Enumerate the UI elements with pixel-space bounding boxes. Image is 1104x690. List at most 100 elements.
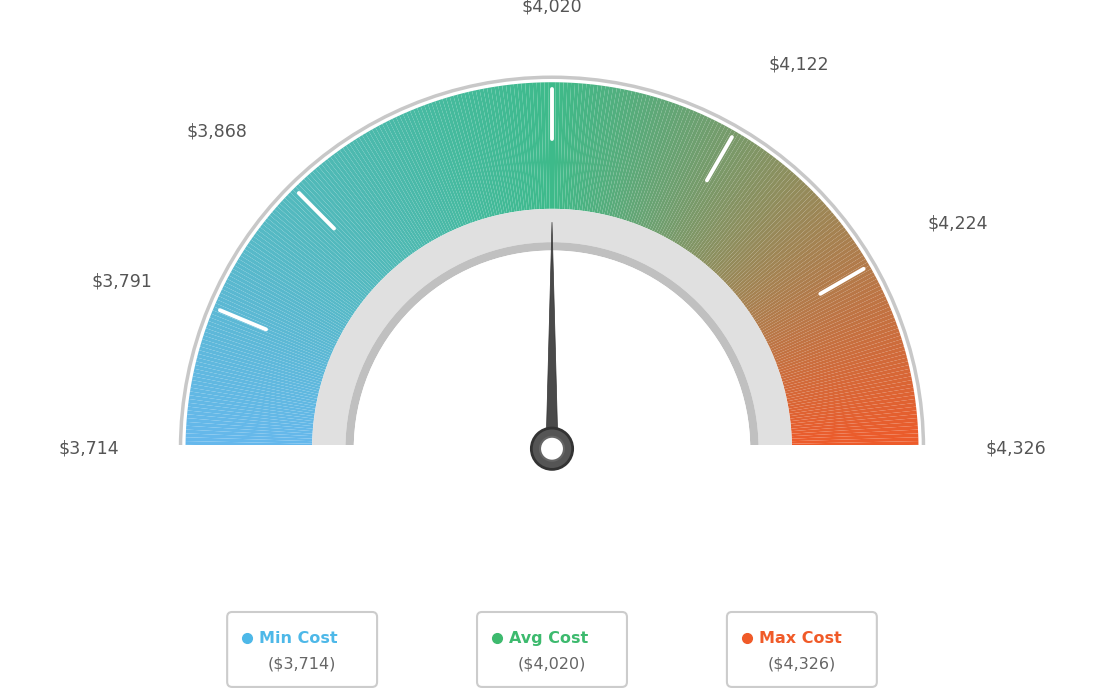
Wedge shape [763, 275, 877, 337]
Wedge shape [330, 155, 408, 257]
Wedge shape [257, 227, 361, 306]
Wedge shape [219, 293, 335, 349]
Wedge shape [675, 133, 742, 244]
Wedge shape [199, 346, 321, 384]
Wedge shape [707, 169, 792, 267]
Wedge shape [382, 122, 443, 236]
Wedge shape [746, 233, 851, 310]
Wedge shape [190, 388, 316, 411]
Wedge shape [279, 201, 375, 288]
Wedge shape [766, 282, 880, 342]
Wedge shape [679, 137, 749, 246]
Wedge shape [476, 90, 505, 214]
Wedge shape [438, 99, 480, 221]
Wedge shape [197, 354, 320, 389]
Wedge shape [222, 286, 337, 344]
Wedge shape [185, 430, 312, 439]
Wedge shape [670, 130, 735, 241]
Wedge shape [792, 426, 919, 436]
Wedge shape [201, 339, 323, 380]
Wedge shape [552, 82, 555, 209]
Wedge shape [577, 84, 594, 210]
Wedge shape [312, 209, 792, 448]
Text: $4,326: $4,326 [985, 440, 1045, 457]
Wedge shape [792, 441, 919, 446]
Wedge shape [638, 106, 687, 226]
Text: ($4,326): ($4,326) [767, 656, 836, 671]
Wedge shape [720, 187, 811, 279]
Wedge shape [725, 195, 819, 284]
Wedge shape [762, 272, 875, 335]
Wedge shape [211, 310, 330, 360]
Wedge shape [435, 100, 478, 221]
Wedge shape [484, 88, 510, 213]
Wedge shape [792, 445, 919, 448]
Wedge shape [787, 373, 911, 402]
FancyBboxPatch shape [477, 612, 627, 687]
Wedge shape [400, 114, 455, 230]
Wedge shape [651, 115, 708, 232]
Wedge shape [346, 242, 758, 448]
Wedge shape [744, 230, 849, 308]
Wedge shape [307, 174, 393, 270]
Wedge shape [776, 317, 895, 365]
FancyBboxPatch shape [726, 612, 877, 687]
Wedge shape [768, 289, 883, 346]
Wedge shape [630, 103, 676, 223]
Wedge shape [792, 433, 919, 441]
Wedge shape [677, 135, 745, 245]
Wedge shape [385, 121, 445, 235]
Wedge shape [375, 126, 438, 239]
Text: Min Cost: Min Cost [258, 631, 338, 646]
Wedge shape [529, 83, 540, 209]
Wedge shape [227, 275, 341, 337]
Wedge shape [570, 83, 583, 210]
Wedge shape [787, 376, 912, 404]
Wedge shape [709, 171, 795, 269]
Wedge shape [468, 91, 500, 215]
Wedge shape [590, 87, 613, 213]
Wedge shape [193, 368, 318, 399]
Wedge shape [723, 193, 817, 283]
Wedge shape [296, 184, 386, 277]
Wedge shape [318, 164, 401, 264]
Wedge shape [711, 174, 797, 270]
Wedge shape [246, 243, 353, 316]
Wedge shape [587, 86, 609, 212]
Wedge shape [185, 441, 312, 446]
Text: ($4,020): ($4,020) [518, 656, 586, 671]
Wedge shape [189, 399, 315, 419]
Wedge shape [248, 239, 355, 314]
Wedge shape [594, 88, 620, 213]
Wedge shape [369, 130, 434, 241]
Wedge shape [747, 237, 853, 312]
Wedge shape [696, 155, 774, 257]
Wedge shape [752, 246, 859, 318]
Wedge shape [191, 380, 317, 406]
Wedge shape [321, 161, 403, 262]
Wedge shape [206, 324, 327, 370]
Wedge shape [758, 262, 869, 329]
Wedge shape [749, 239, 856, 314]
Wedge shape [261, 224, 362, 304]
Wedge shape [502, 85, 522, 211]
Wedge shape [298, 181, 388, 275]
Wedge shape [352, 139, 424, 248]
Wedge shape [761, 269, 873, 333]
Wedge shape [751, 243, 858, 316]
Wedge shape [487, 88, 512, 213]
Wedge shape [208, 321, 327, 368]
Wedge shape [767, 286, 882, 344]
Wedge shape [340, 148, 415, 253]
Wedge shape [699, 159, 779, 261]
Wedge shape [705, 166, 788, 266]
Wedge shape [612, 94, 647, 217]
Wedge shape [506, 85, 524, 210]
Wedge shape [221, 289, 336, 346]
Wedge shape [560, 82, 567, 209]
Wedge shape [217, 296, 333, 351]
Wedge shape [792, 418, 917, 431]
Wedge shape [245, 246, 352, 318]
Wedge shape [616, 96, 655, 218]
Wedge shape [188, 403, 314, 421]
